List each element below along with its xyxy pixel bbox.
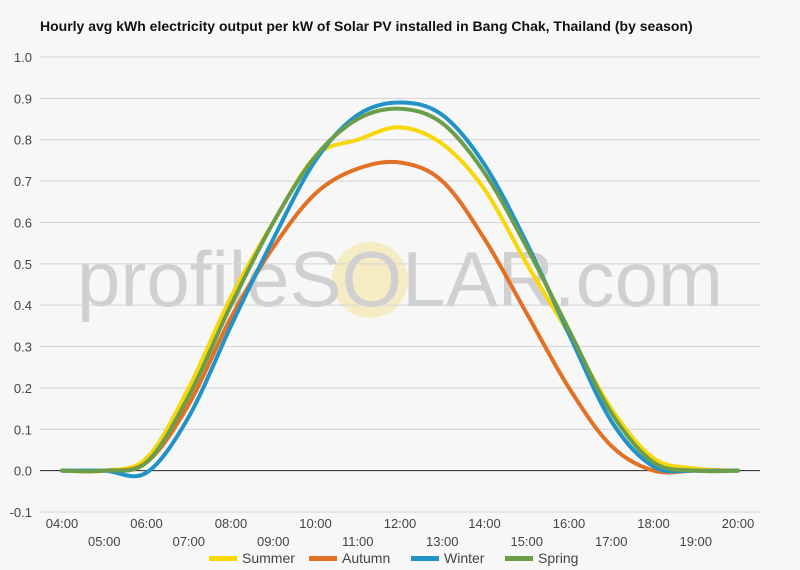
x-tick-label: 17:00: [595, 534, 628, 549]
watermark-sun-icon: [332, 242, 408, 318]
y-tick-label: 0.1: [14, 422, 32, 437]
chart-title: Hourly avg kWh electricity output per kW…: [40, 18, 693, 34]
series-lines: [60, 100, 740, 479]
y-tick-label: 0.8: [14, 133, 32, 148]
x-axis: 04:00 05:00 06:00 07:00 08:00 09:00 10:00 11:00…: [46, 516, 755, 549]
x-tick-label: 16:00: [553, 516, 586, 531]
legend-swatch: [209, 556, 237, 561]
x-tick-label: 04:00: [46, 516, 79, 531]
y-tick-label: 0.4: [14, 298, 32, 313]
series-line-winter: [60, 100, 740, 479]
grid: [40, 56, 760, 513]
series-line-autumn: [60, 159, 740, 475]
watermark-text: profileSOLAR.com: [77, 235, 723, 323]
x-tick-label: 14:00: [468, 516, 501, 531]
legend-swatch: [505, 556, 533, 561]
x-tick-label: 20:00: [722, 516, 755, 531]
series-line-summer: [60, 125, 740, 474]
y-tick-label: 0.3: [14, 340, 32, 355]
legend-swatch: [309, 556, 337, 561]
y-axis: -0.1 0.0 0.1 0.2 0.3 0.4 0.5 0.6 0.7 0.8 0.9 1.0: [10, 50, 32, 520]
legend-label: Autumn: [342, 550, 390, 566]
x-tick-label: 13:00: [426, 534, 459, 549]
legend-swatch: [411, 556, 439, 561]
x-tick-label: 11:00: [342, 534, 374, 549]
legend-label: Spring: [538, 550, 578, 566]
x-tick-label: 09:00: [257, 534, 290, 549]
y-tick-label: 0.6: [14, 215, 32, 230]
legend-item-spring: Spring: [505, 550, 578, 566]
x-tick-label: 07:00: [172, 534, 205, 549]
y-tick-label: 0.7: [14, 174, 32, 189]
y-tick-label: 0.0: [14, 464, 32, 479]
legend-item-summer: Summer: [209, 550, 295, 566]
y-tick-label: 1.0: [14, 50, 32, 65]
x-tick-label: 08:00: [215, 516, 248, 531]
y-tick-label: -0.1: [10, 505, 32, 520]
legend-label: Summer: [242, 550, 295, 566]
y-tick-label: 0.2: [14, 381, 32, 396]
legend-item-autumn: Autumn: [309, 550, 390, 566]
y-tick-label: 0.5: [14, 257, 32, 272]
x-tick-label: 18:00: [637, 516, 670, 531]
y-tick-label: 0.9: [14, 91, 32, 106]
watermark: profileSOLAR.com: [77, 235, 723, 323]
x-tick-label: 05:00: [88, 534, 121, 549]
x-tick-label: 19:00: [679, 534, 712, 549]
x-tick-label: 10:00: [299, 516, 332, 531]
legend: Summer Autumn Winter Spring: [209, 550, 578, 566]
series-line-spring: [60, 106, 740, 474]
legend-item-winter: Winter: [411, 550, 485, 566]
x-tick-label: 12:00: [384, 516, 417, 531]
x-tick-label: 06:00: [130, 516, 163, 531]
x-tick-label: 15:00: [510, 534, 543, 549]
legend-label: Winter: [444, 550, 485, 566]
